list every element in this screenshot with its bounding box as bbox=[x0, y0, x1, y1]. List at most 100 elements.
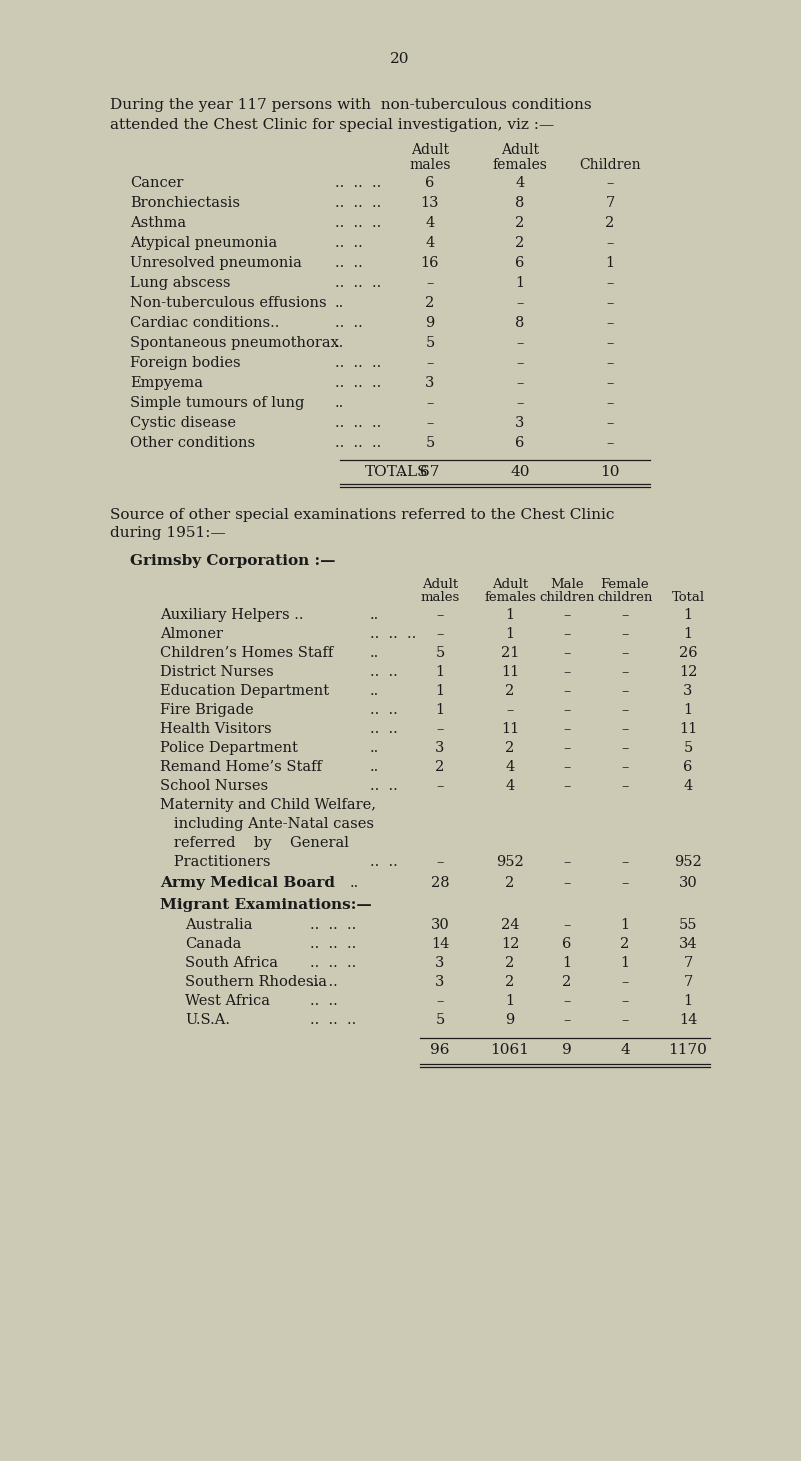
Text: 21: 21 bbox=[501, 646, 519, 660]
Text: Remand Home’s Staff: Remand Home’s Staff bbox=[160, 760, 322, 774]
Text: –: – bbox=[426, 416, 433, 430]
Text: attended the Chest Clinic for special investigation, viz :—: attended the Chest Clinic for special in… bbox=[110, 118, 554, 131]
Text: Grimsby Corporation :—: Grimsby Corporation :— bbox=[130, 554, 336, 568]
Text: –: – bbox=[517, 375, 524, 390]
Text: males: males bbox=[421, 592, 460, 603]
Text: 5: 5 bbox=[683, 741, 693, 755]
Text: –: – bbox=[622, 974, 629, 989]
Text: including Ante-Natal cases: including Ante-Natal cases bbox=[160, 817, 374, 831]
Text: 8: 8 bbox=[515, 196, 525, 210]
Text: –: – bbox=[563, 684, 570, 698]
Text: –: – bbox=[606, 416, 614, 430]
Text: ..  ..  ..: .. .. .. bbox=[370, 627, 417, 641]
Text: –: – bbox=[622, 779, 629, 793]
Text: 12: 12 bbox=[501, 937, 519, 951]
Text: 3: 3 bbox=[425, 375, 435, 390]
Text: ..  ..: .. .. bbox=[335, 316, 363, 330]
Text: 11: 11 bbox=[501, 665, 519, 679]
Text: –: – bbox=[426, 276, 433, 289]
Text: –: – bbox=[606, 375, 614, 390]
Text: –: – bbox=[606, 237, 614, 250]
Text: 1: 1 bbox=[621, 955, 630, 970]
Text: ..: .. bbox=[370, 646, 379, 660]
Text: 952: 952 bbox=[674, 855, 702, 869]
Text: Migrant Examinations:—: Migrant Examinations:— bbox=[160, 899, 372, 912]
Text: Asthma: Asthma bbox=[130, 216, 186, 229]
Text: 9: 9 bbox=[562, 1043, 572, 1056]
Text: 3: 3 bbox=[515, 416, 525, 430]
Text: –: – bbox=[622, 646, 629, 660]
Text: Foreign bodies: Foreign bodies bbox=[130, 356, 240, 370]
Text: females: females bbox=[493, 158, 547, 172]
Text: 2: 2 bbox=[505, 974, 514, 989]
Text: 3: 3 bbox=[435, 974, 445, 989]
Text: Other conditions: Other conditions bbox=[130, 435, 256, 450]
Text: ..  ..  ..: .. .. .. bbox=[335, 356, 381, 370]
Text: 4: 4 bbox=[515, 175, 525, 190]
Text: 1: 1 bbox=[621, 918, 630, 932]
Text: –: – bbox=[622, 722, 629, 736]
Text: Auxiliary Helpers ..: Auxiliary Helpers .. bbox=[160, 608, 304, 622]
Text: School Nurses: School Nurses bbox=[160, 779, 268, 793]
Text: ..  ..  ..: .. .. .. bbox=[335, 416, 381, 430]
Text: –: – bbox=[437, 779, 444, 793]
Text: ..  ..  ..: .. .. .. bbox=[310, 1012, 356, 1027]
Text: 26: 26 bbox=[678, 646, 698, 660]
Text: 1: 1 bbox=[436, 684, 445, 698]
Text: U.S.A.: U.S.A. bbox=[185, 1012, 230, 1027]
Text: 1: 1 bbox=[505, 627, 514, 641]
Text: 1: 1 bbox=[683, 703, 693, 717]
Text: –: – bbox=[437, 722, 444, 736]
Text: Canada: Canada bbox=[185, 937, 241, 951]
Text: Non-tuberculous effusions: Non-tuberculous effusions bbox=[130, 297, 327, 310]
Text: 11: 11 bbox=[501, 722, 519, 736]
Text: 14: 14 bbox=[431, 937, 449, 951]
Text: 2: 2 bbox=[436, 760, 445, 774]
Text: 1: 1 bbox=[683, 627, 693, 641]
Text: 30: 30 bbox=[678, 877, 698, 890]
Text: –: – bbox=[563, 1012, 570, 1027]
Text: –: – bbox=[622, 877, 629, 890]
Text: ..: .. bbox=[370, 608, 379, 622]
Text: South Africa: South Africa bbox=[185, 955, 278, 970]
Text: 1: 1 bbox=[562, 955, 572, 970]
Text: 5: 5 bbox=[436, 1012, 445, 1027]
Text: –: – bbox=[517, 336, 524, 351]
Text: Source of other special examinations referred to the Chest Clinic: Source of other special examinations ref… bbox=[110, 508, 614, 522]
Text: –: – bbox=[563, 855, 570, 869]
Text: –: – bbox=[563, 779, 570, 793]
Text: West Africa: West Africa bbox=[185, 993, 270, 1008]
Text: 1: 1 bbox=[505, 608, 514, 622]
Text: Lung abscess: Lung abscess bbox=[130, 276, 231, 289]
Text: 30: 30 bbox=[431, 918, 449, 932]
Text: 9: 9 bbox=[505, 1012, 514, 1027]
Text: –: – bbox=[563, 993, 570, 1008]
Text: –: – bbox=[563, 627, 570, 641]
Text: –: – bbox=[437, 627, 444, 641]
Text: ..: .. bbox=[335, 297, 344, 310]
Text: –: – bbox=[622, 993, 629, 1008]
Text: 6: 6 bbox=[515, 256, 525, 270]
Text: –: – bbox=[606, 297, 614, 310]
Text: ..: .. bbox=[350, 877, 360, 890]
Text: 4: 4 bbox=[505, 760, 514, 774]
Text: 1: 1 bbox=[606, 256, 614, 270]
Text: 4: 4 bbox=[425, 237, 435, 250]
Text: –: – bbox=[506, 703, 513, 717]
Text: During the year 117 persons with  non-tuberculous conditions: During the year 117 persons with non-tub… bbox=[110, 98, 592, 112]
Text: –: – bbox=[622, 627, 629, 641]
Text: –: – bbox=[563, 608, 570, 622]
Text: 13: 13 bbox=[421, 196, 439, 210]
Text: 6: 6 bbox=[425, 175, 435, 190]
Text: –: – bbox=[517, 396, 524, 411]
Text: –: – bbox=[563, 646, 570, 660]
Text: Education Department: Education Department bbox=[160, 684, 329, 698]
Text: 4: 4 bbox=[620, 1043, 630, 1056]
Text: –: – bbox=[622, 855, 629, 869]
Text: 3: 3 bbox=[683, 684, 693, 698]
Text: 28: 28 bbox=[431, 877, 449, 890]
Text: Male: Male bbox=[550, 579, 584, 592]
Text: Adult: Adult bbox=[492, 579, 528, 592]
Text: Empyema: Empyema bbox=[130, 375, 203, 390]
Text: 1: 1 bbox=[683, 993, 693, 1008]
